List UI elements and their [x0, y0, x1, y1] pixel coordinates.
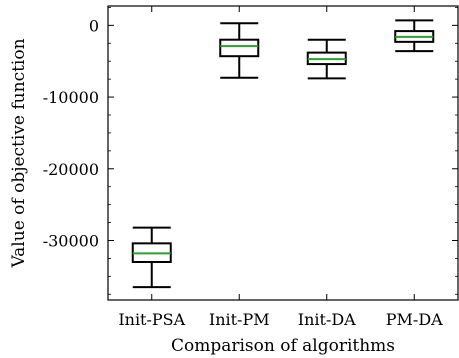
box-group-pm-da — [395, 20, 433, 51]
box-group-init-da — [308, 40, 346, 79]
y-tick-label: 0 — [89, 16, 99, 35]
y-tick-label: -30000 — [43, 231, 99, 250]
x-tick-label: Init-DA — [298, 310, 356, 329]
plot-frame — [108, 6, 458, 300]
x-tick-label: PM-DA — [386, 310, 443, 329]
box-series — [133, 20, 434, 287]
x-tick-label: Init-PSA — [118, 310, 185, 329]
x-axis: Init-PSA Init-PM Init-DA PM-DA — [118, 6, 443, 329]
y-tick-label: -20000 — [43, 160, 99, 179]
box-group-init-pm — [220, 23, 258, 77]
x-axis-label: Comparison of algorithms — [171, 336, 395, 356]
box-iqr — [220, 40, 258, 56]
y-axis-label: Value of objective function — [9, 38, 29, 268]
y-tick-label: -10000 — [43, 88, 99, 107]
x-tick-label: Init-PM — [209, 310, 270, 329]
box-group-init-psa — [133, 228, 171, 288]
